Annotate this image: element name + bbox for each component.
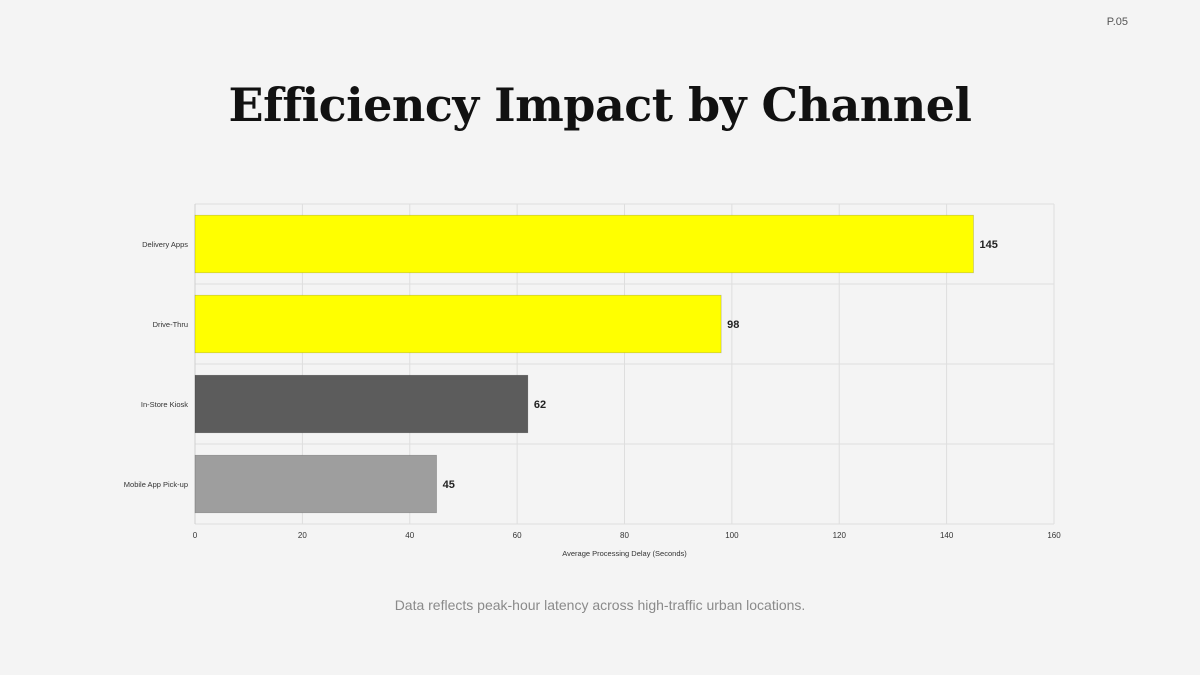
footnote: Data reflects peak-hour latency across h… [394, 597, 806, 613]
category-label: In-Store Kiosk [141, 400, 188, 409]
grid-lines [194, 203, 1055, 525]
page-number: P.05 [1106, 16, 1128, 28]
data-label: 145 [979, 239, 997, 251]
x-tick-label: 140 [940, 531, 954, 540]
page-title: Efficiency Impact by Channel [228, 78, 972, 132]
x-tick-label: 20 [298, 531, 307, 540]
category-label: Drive-Thru [153, 320, 188, 329]
bar [194, 374, 529, 434]
x-tick-label: 100 [725, 531, 739, 540]
x-tick-label: 120 [833, 531, 847, 540]
x-tick-label: 80 [620, 531, 629, 540]
data-label: 45 [443, 479, 455, 491]
data-label: 98 [727, 319, 739, 331]
category-label: Mobile App Pick-up [124, 480, 188, 489]
data-label: 62 [534, 399, 546, 411]
x-tick-label: 160 [1047, 531, 1061, 540]
category-label: Delivery Apps [142, 240, 188, 249]
bar [194, 454, 437, 514]
bars [194, 214, 974, 514]
bar [194, 214, 974, 274]
x-tick-label: 40 [405, 531, 414, 540]
labels: 0 20 40 60 80 100 120 140 160 Delivery Apps 145 Dri… [124, 239, 1061, 540]
bar [194, 294, 722, 354]
x-axis-title: Average Processing Delay (Seconds) [562, 549, 687, 558]
x-tick-label: 60 [513, 531, 522, 540]
x-tick-label: 0 [193, 531, 198, 540]
